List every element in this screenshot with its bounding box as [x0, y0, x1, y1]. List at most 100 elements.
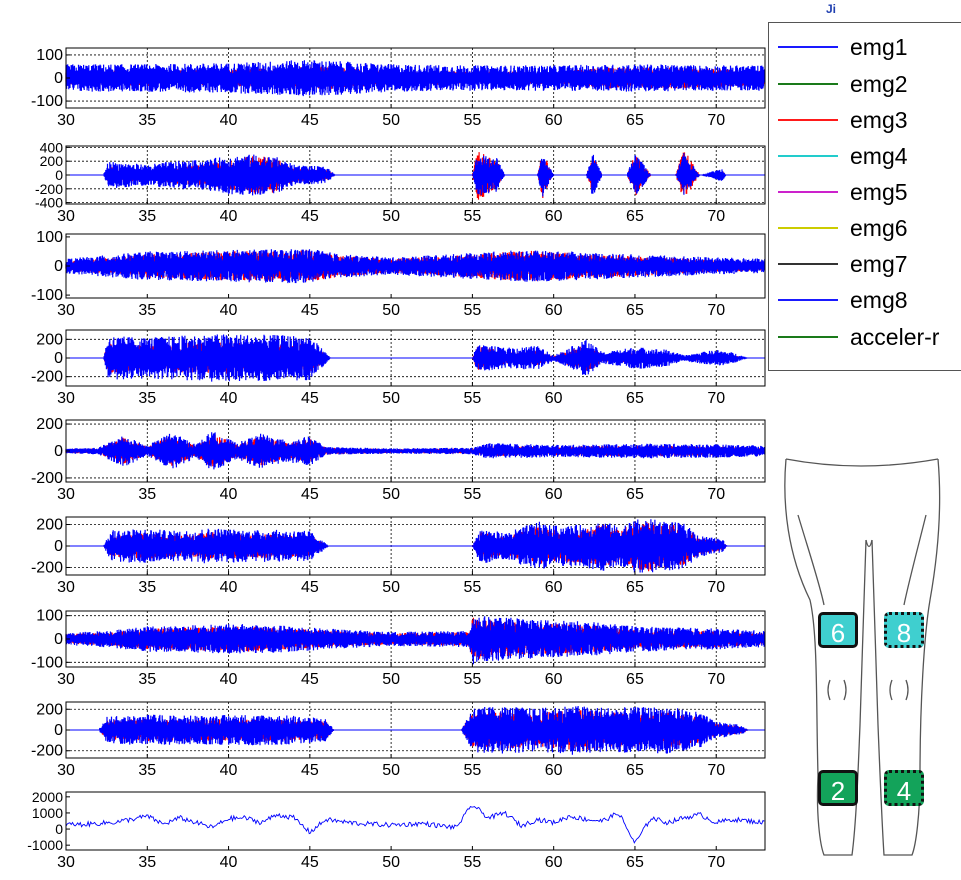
y-tick-label: 0: [54, 70, 63, 87]
x-tick-label: 55: [463, 854, 481, 871]
sensor-label: 6: [830, 618, 846, 648]
x-tick-label: 70: [707, 486, 725, 503]
legend-label: emg4: [850, 143, 908, 169]
legend-line: [778, 227, 838, 229]
y-tick-label: 0: [55, 821, 63, 837]
legs-outline-image: [784, 458, 941, 856]
x-tick-label: 65: [626, 112, 644, 129]
legend-item-emg5: emg5: [776, 177, 956, 207]
y-tick-label: 100: [36, 608, 63, 625]
x-tick-label: 40: [220, 390, 238, 407]
x-tick-label: 35: [138, 671, 156, 688]
x-tick-label: 70: [707, 208, 725, 225]
x-tick-label: 55: [463, 112, 481, 129]
y-tick-label: 2000: [32, 789, 63, 805]
x-tick-label: 65: [626, 854, 644, 871]
sensor-badge-2: 2: [818, 770, 858, 806]
legend-label: emg1: [850, 34, 908, 60]
x-tick-label: 60: [545, 762, 563, 779]
series-line: [65, 805, 765, 844]
x-tick-label: 65: [626, 579, 644, 596]
legend-label: emg3: [850, 107, 908, 133]
x-tick-label: 60: [545, 112, 563, 129]
x-tick-label: 70: [707, 112, 725, 129]
y-tick-label: 100: [36, 229, 63, 246]
axes-frame: [65, 791, 766, 851]
y-tick-label: -200: [31, 743, 63, 760]
series-signal: [65, 616, 766, 665]
x-tick-label: 65: [626, 671, 644, 688]
x-tick-label: 70: [707, 762, 725, 779]
sensor-label: 8: [896, 618, 912, 648]
legend-border-top: [768, 22, 961, 23]
sensor-badge-8: 8: [884, 612, 924, 648]
y-tick-label: -200: [35, 181, 63, 197]
x-tick-label: 35: [138, 579, 156, 596]
y-tick-label: 200: [36, 517, 63, 534]
legend-title: Ji: [826, 2, 837, 16]
legend-item-emg8: emg8: [776, 285, 956, 315]
x-tick-label: 45: [301, 112, 319, 129]
x-tick-label: 35: [138, 486, 156, 503]
legend-label: emg8: [850, 287, 908, 313]
x-tick-label: 70: [707, 390, 725, 407]
legend-line: [778, 263, 838, 265]
y-tick-label: -400: [35, 195, 63, 211]
x-tick-label: 30: [57, 390, 75, 407]
panel-1: 100 0 -100 30 35 40 45 50 55 60 65 70: [31, 47, 766, 129]
sensor-badge-6: 6: [818, 612, 858, 648]
x-tick-label: 35: [138, 208, 156, 225]
legend-item-emg4: emg4: [776, 141, 956, 171]
x-tick-label: 30: [57, 208, 75, 225]
leg-diagram: 6 8 2 4: [780, 445, 960, 865]
y-tick-label: -100: [31, 93, 63, 110]
legend-label: emg7: [850, 251, 908, 277]
x-tick-label: 50: [382, 390, 400, 407]
legend-line: [778, 336, 838, 338]
panel-4: 200 0 -200 30 35 40 45 50 55 60 65 70: [31, 329, 766, 407]
x-tick-label: 60: [545, 486, 563, 503]
y-tick-label: 200: [36, 331, 63, 348]
y-tick-label: 0: [54, 258, 63, 275]
legend-line: [778, 191, 838, 193]
legend-label: emg2: [850, 71, 908, 97]
x-tick-label: 30: [57, 579, 75, 596]
y-tick-label: -1000: [27, 837, 63, 853]
y-tick-label: -100: [31, 287, 63, 304]
x-tick-label: 50: [382, 208, 400, 225]
x-tick-label: 40: [220, 762, 238, 779]
x-tick-label: 30: [57, 762, 75, 779]
x-tick-label: 65: [626, 762, 644, 779]
legend-border-left: [768, 22, 769, 370]
y-tick-label: 0: [54, 350, 63, 367]
x-tick-label: 70: [707, 302, 725, 319]
x-tick-label: 70: [707, 854, 725, 871]
x-tick-label: 45: [301, 762, 319, 779]
y-tick-label: -200: [31, 470, 63, 487]
y-tick-label: 200: [40, 153, 64, 169]
x-tick-label: 70: [707, 671, 725, 688]
legend-item-emg2: emg2: [776, 69, 956, 99]
x-tick-label: 50: [382, 854, 400, 871]
x-tick-label: 35: [138, 112, 156, 129]
x-tick-label: 60: [545, 671, 563, 688]
x-tick-label: 65: [626, 486, 644, 503]
sensor-badge-4: 4: [884, 770, 924, 806]
legend-item-emg7: emg7: [776, 249, 956, 279]
x-tick-label: 45: [301, 208, 319, 225]
x-tick-label: 45: [301, 854, 319, 871]
x-tick-label: 50: [382, 762, 400, 779]
panel-6: 200 0 -200 30 35 40 45 50 55 60 65 70: [31, 516, 766, 596]
x-tick-label: 50: [382, 579, 400, 596]
x-tick-label: 30: [57, 854, 75, 871]
y-tick-label: 400: [40, 139, 64, 155]
y-tick-label: 0: [54, 443, 63, 460]
y-tick-label: 200: [36, 416, 63, 433]
x-tick-label: 60: [545, 390, 563, 407]
y-tick-label: 100: [36, 47, 63, 64]
legend-item-emg1: emg1: [776, 32, 956, 62]
